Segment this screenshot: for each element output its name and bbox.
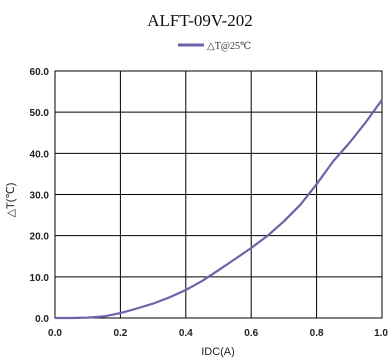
y-tick-label: 50.0 [30, 108, 50, 119]
legend: △T@25℃ [178, 41, 251, 52]
chart-title: ALFT-09V-202 [147, 11, 252, 30]
y-tick-label: 20.0 [30, 232, 50, 243]
plot-frame [54, 70, 383, 319]
x-axis-label: IDC(A) [201, 346, 235, 358]
x-tick-label: 0.4 [179, 328, 193, 339]
y-tick-label: 40.0 [30, 149, 50, 160]
y-tick-label: 60.0 [30, 67, 50, 78]
x-tick-label: 0.0 [48, 328, 62, 339]
y-tick-label: 30.0 [30, 191, 50, 202]
x-tick-label: 0.8 [310, 328, 324, 339]
y-tick-label: 0.0 [35, 314, 49, 325]
x-tick-label: 0.6 [244, 328, 258, 339]
legend-label: △T@25℃ [207, 41, 251, 52]
series-line-delta-t [55, 99, 383, 320]
y-axis-ticks: 0.0 10.0 20.0 30.0 40.0 50.0 60.0 [30, 67, 50, 325]
y-tick-label: 10.0 [30, 273, 50, 284]
grid [54, 70, 383, 319]
x-axis-ticks: 0.0 0.2 0.4 0.6 0.8 1.0 [48, 328, 388, 339]
x-tick-label: 1.0 [374, 328, 388, 339]
x-tick-label: 0.2 [113, 328, 127, 339]
y-axis-label: △T(℃) [5, 183, 17, 218]
